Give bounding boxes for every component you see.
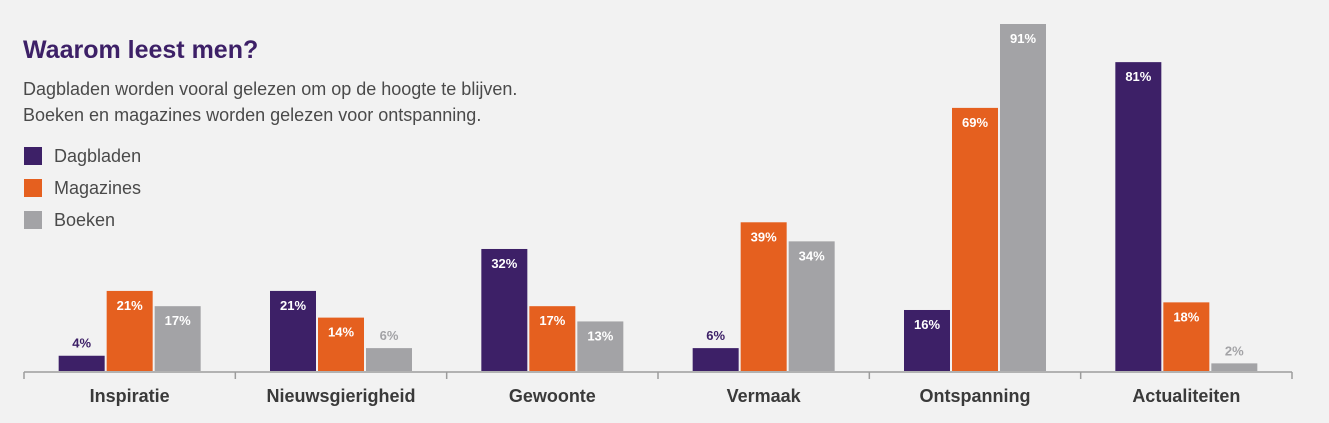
bar-dagbladen-gewoonte xyxy=(481,248,528,371)
chart-title: Waarom leest men? xyxy=(23,36,259,64)
legend-item-dagbladen: Dagbladen xyxy=(24,146,141,166)
category-label-gewoonte: Gewoonte xyxy=(509,386,596,406)
data-label-dagbladen-gewoonte: 32% xyxy=(491,256,517,271)
bar-magazines-gewoonte xyxy=(529,306,576,371)
bar-dagbladen-vermaak xyxy=(692,348,739,371)
chart-subtitle: Dagbladen worden vooral gelezen om op de… xyxy=(23,76,643,128)
subtitle-line-1: Dagbladen worden vooral gelezen om op de… xyxy=(23,79,518,99)
legend-swatch-magazines xyxy=(24,179,42,197)
data-label-dagbladen-nieuwsgierigheid: 21% xyxy=(280,298,306,313)
data-label-boeken-vermaak: 34% xyxy=(799,248,825,263)
bar-boeken-inspiratie xyxy=(154,306,201,371)
data-label-magazines-gewoonte: 17% xyxy=(539,313,565,328)
data-label-boeken-nieuwsgierigheid: 6% xyxy=(380,328,399,343)
data-label-boeken-gewoonte: 13% xyxy=(587,328,613,343)
data-label-dagbladen-ontspanning: 16% xyxy=(914,317,940,332)
category-label-inspiratie: Inspiratie xyxy=(90,386,170,406)
bar-magazines-ontspanning xyxy=(952,107,998,371)
bar-boeken-gewoonte xyxy=(577,321,624,371)
data-label-magazines-nieuwsgierigheid: 14% xyxy=(328,325,354,340)
data-label-boeken-actualiteiten: 2% xyxy=(1225,343,1244,358)
legend-item-magazines: Magazines xyxy=(24,178,141,198)
legend-item-boeken: Boeken xyxy=(24,210,141,230)
data-label-magazines-actualiteiten: 18% xyxy=(1173,309,1199,324)
legend: Dagbladen Magazines Boeken xyxy=(24,146,141,230)
category-label-vermaak: Vermaak xyxy=(727,386,802,406)
data-label-dagbladen-vermaak: 6% xyxy=(706,328,725,343)
bar-magazines-inspiratie xyxy=(106,290,153,371)
data-label-boeken-ontspanning: 91% xyxy=(1010,31,1036,46)
bar-magazines-vermaak xyxy=(740,222,787,371)
legend-swatch-boeken xyxy=(24,211,42,229)
data-label-dagbladen-inspiratie: 4% xyxy=(72,336,91,351)
legend-label-dagbladen: Dagbladen xyxy=(54,145,142,166)
legend-swatch-dagbladen xyxy=(24,147,42,165)
data-label-magazines-inspiratie: 21% xyxy=(117,298,143,313)
bar-dagbladen-ontspanning xyxy=(904,309,950,371)
legend-label-magazines: Magazines xyxy=(54,177,142,198)
category-label-ontspanning: Ontspanning xyxy=(920,386,1031,406)
bar-boeken-actualiteiten xyxy=(1211,363,1258,371)
category-label-actualiteiten: Actualiteiten xyxy=(1132,386,1240,406)
subtitle-line-2: Boeken en magazines worden gelezen voor … xyxy=(23,105,482,125)
bar-magazines-actualiteiten xyxy=(1163,302,1210,371)
data-label-boeken-inspiratie: 17% xyxy=(165,313,191,328)
bar-dagbladen-nieuwsgierigheid xyxy=(270,290,316,371)
legend-label-boeken: Boeken xyxy=(54,209,116,230)
category-label-nieuwsgierigheid: Nieuwsgierigheid xyxy=(266,386,415,406)
bar-boeken-vermaak xyxy=(788,241,835,371)
bar-dagbladen-actualiteiten xyxy=(1115,62,1162,371)
bar-dagbladen-inspiratie xyxy=(58,355,105,371)
bar-boeken-nieuwsgierigheid xyxy=(366,348,412,371)
bar-boeken-ontspanning xyxy=(1000,24,1046,371)
data-label-magazines-ontspanning: 69% xyxy=(962,115,988,130)
bar-magazines-nieuwsgierigheid xyxy=(318,317,364,371)
data-label-magazines-vermaak: 39% xyxy=(751,229,777,244)
data-label-dagbladen-actualiteiten: 81% xyxy=(1125,69,1151,84)
